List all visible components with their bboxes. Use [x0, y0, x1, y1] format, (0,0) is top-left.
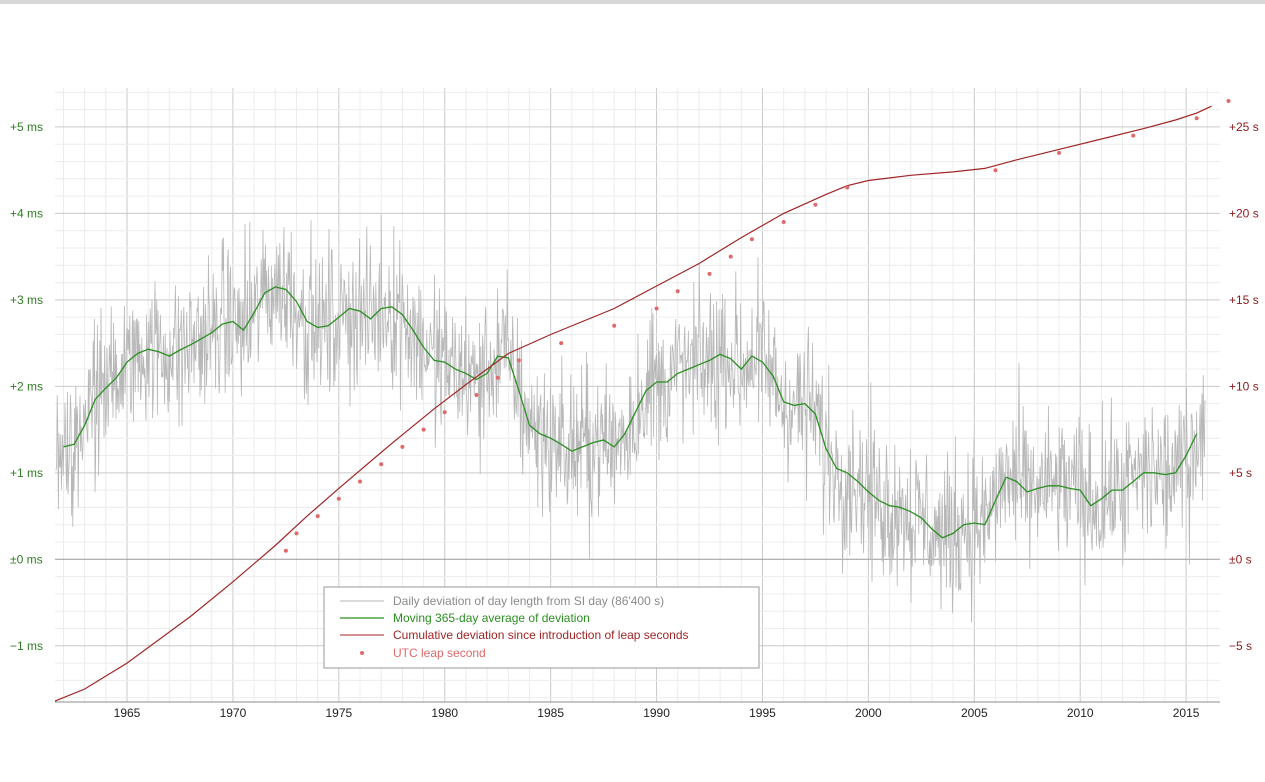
left-tick-label: −1 ms — [10, 639, 43, 653]
x-tick-label: 2015 — [1173, 706, 1200, 720]
leap-second-point — [728, 254, 733, 259]
x-tick-label: 2010 — [1067, 706, 1094, 720]
right-tick-label: −5 s — [1229, 639, 1252, 653]
leap-second-point — [358, 479, 362, 484]
right-tick-label: ±0 s — [1229, 552, 1252, 566]
top-border — [0, 0, 1265, 4]
leap-second-point — [1057, 150, 1061, 155]
x-tick-label: 1975 — [325, 706, 352, 720]
legend-label-daily: Daily deviation of day length from SI da… — [393, 594, 664, 608]
left-tick-label: +1 ms — [10, 466, 43, 480]
cumulative-series — [54, 105, 1212, 702]
legend: Daily deviation of day length from SI da… — [323, 586, 760, 669]
right-tick-label: +10 s — [1229, 379, 1259, 393]
x-tick-label: 1965 — [114, 706, 141, 720]
legend-label-leap: UTC leap second — [393, 646, 486, 660]
left-tick-label: +2 ms — [10, 379, 43, 393]
average-series — [63, 286, 1198, 539]
leap-second-point — [675, 289, 680, 294]
leap-second-point — [495, 375, 500, 380]
x-tick-label: 1970 — [220, 706, 247, 720]
leap-second-point — [400, 444, 405, 449]
leap-second-point — [1194, 116, 1199, 121]
right-axis-ticks: +25 s +20 s +15 s +10 s +5 s ±0 s −5 s — [1229, 120, 1259, 653]
left-axis-ticks: +5 ms +4 ms +3 ms +2 ms +1 ms ±0 ms −1 ms — [10, 120, 43, 653]
right-tick-label: +15 s — [1229, 293, 1259, 307]
leap-second-point — [516, 358, 521, 363]
leap-second-point — [315, 514, 320, 519]
leap-second-point — [379, 462, 384, 467]
left-tick-label: +3 ms — [10, 293, 43, 307]
cumulative-line — [54, 105, 1212, 702]
right-tick-label: +25 s — [1229, 120, 1259, 134]
leap-second-point — [612, 323, 617, 328]
legend-label-average: Moving 365-day average of deviation — [393, 611, 590, 625]
right-tick-label: +20 s — [1229, 206, 1259, 220]
leap-second-point — [474, 393, 479, 397]
left-tick-label: +5 ms — [10, 120, 43, 134]
leap-second-point — [1226, 99, 1231, 103]
leap-second-point — [336, 496, 341, 501]
leap-second-point — [421, 427, 426, 432]
daily-deviation-series — [55, 214, 1206, 623]
x-tick-label: 2005 — [961, 706, 988, 720]
leap-second-point — [993, 168, 998, 173]
leap-second-point — [845, 185, 850, 190]
left-tick-label: ±0 ms — [10, 552, 43, 566]
right-tick-label: +5 s — [1229, 466, 1252, 480]
x-axis-ticks: 1965 1970 1975 1980 1985 1990 1995 2000 2005 2010… — [114, 706, 1200, 720]
leap-second-point — [707, 271, 712, 276]
leap-second-point — [749, 237, 754, 242]
leap-second-point — [813, 202, 818, 207]
leap-second-point — [442, 410, 447, 415]
x-tick-label: 1985 — [537, 706, 564, 720]
x-tick-label: 2000 — [855, 706, 882, 720]
left-tick-label: +4 ms — [10, 206, 43, 220]
average-line — [63, 286, 1198, 539]
leap-second-point — [283, 548, 288, 553]
x-tick-label: 1995 — [749, 706, 776, 720]
leap-second-point — [294, 531, 299, 536]
x-tick-label: 1990 — [643, 706, 670, 720]
legend-label-cumulative: Cumulative deviation since introduction … — [393, 628, 689, 642]
leap-second-point — [1131, 133, 1136, 138]
leap-second-series — [283, 99, 1231, 553]
legend-box — [323, 586, 760, 669]
x-tick-label: 1980 — [431, 706, 458, 720]
leap-second-point — [559, 341, 564, 346]
legend-swatch-leap — [360, 651, 364, 655]
leap-second-point — [781, 220, 786, 224]
daily-deviation-line — [55, 214, 1206, 623]
leap-second-point — [654, 306, 659, 311]
